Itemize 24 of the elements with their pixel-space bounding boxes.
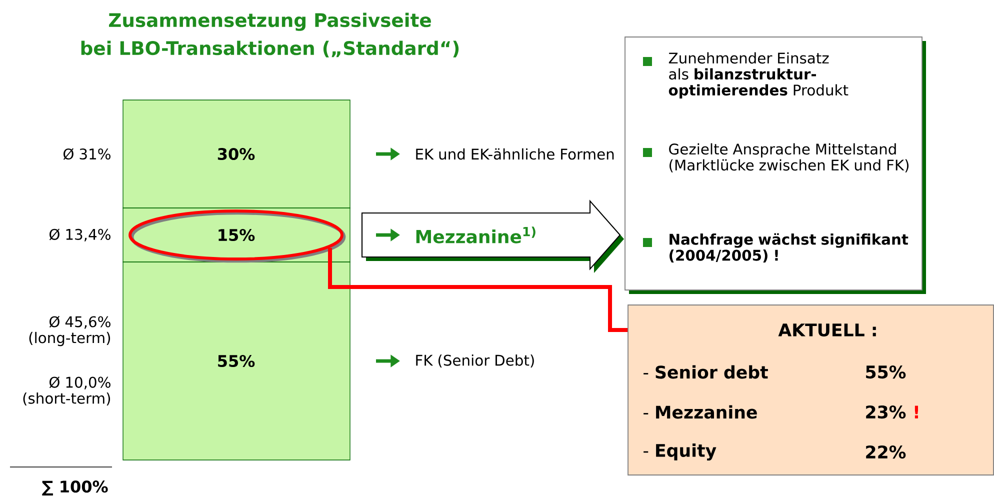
text: ∑ 100%: [42, 480, 108, 496]
text: Ø 13,4%: [49, 228, 110, 242]
chart-title: Zusammensetzung Passivseite: [108, 12, 431, 31]
data-label: 15%: [218, 228, 255, 242]
text: 22%: [866, 445, 906, 459]
text: - Equity: [644, 444, 716, 460]
chart-subtitle: bei LBO-Transaktionen („Standard“): [81, 40, 459, 58]
data-label: 30%: [218, 148, 255, 160]
data-label: 55%: [218, 354, 255, 368]
text: !: [914, 406, 918, 418]
text: Zunehmender Einsatz als bilanzstruktur-optimierendes Produkt: [668, 52, 848, 98]
text: Ø 31%: [63, 148, 110, 160]
text: - Mezzanine: [644, 405, 757, 419]
text: Ø 45,6% (long-term): [29, 316, 110, 346]
text: Nachfrage wächst signifikant (2004/2005) !: [670, 233, 908, 263]
text: - Senior debt: [644, 365, 768, 379]
text: Mezzanine$^{1)}$: [416, 226, 536, 244]
text: EK und EK-ähnliche Formen: [416, 148, 614, 160]
text: 55%: [866, 365, 906, 379]
text: Ø 10,0% (short-term): [23, 376, 110, 406]
text: 23%: [866, 405, 906, 419]
text: Gezielte Ansprache Mittelstand (Marktlücke zwischen EK und FK): [669, 143, 909, 172]
text: FK (Senior Debt): [416, 354, 534, 368]
text: AKTUELL :: [778, 324, 876, 336]
